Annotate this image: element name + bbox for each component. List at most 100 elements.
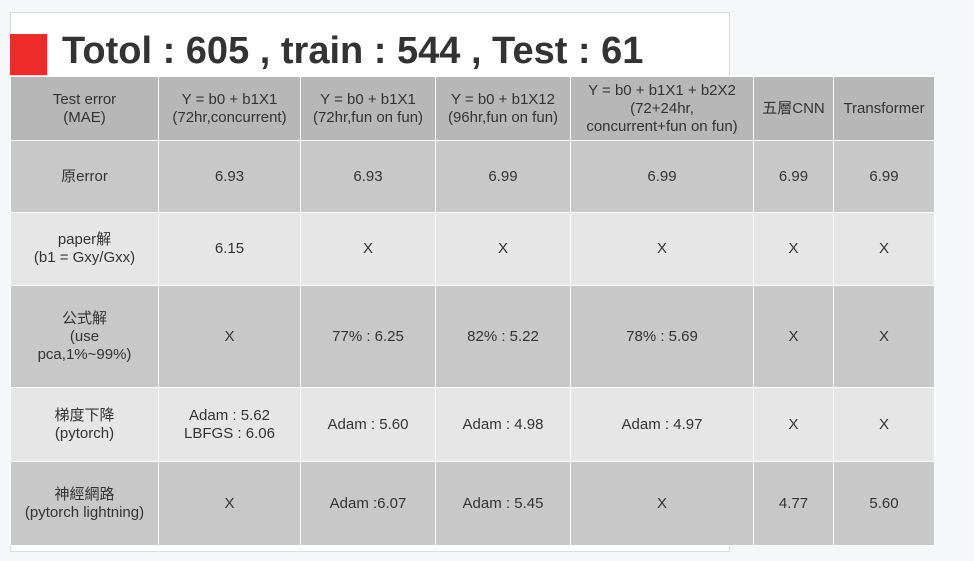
table-cell-model-72hr-concurrent: X bbox=[158, 461, 301, 546]
row-label: paper解 (b1 = Gxy/Gxx) bbox=[10, 212, 159, 286]
cell-line: 公式解 bbox=[61, 309, 107, 327]
cell-line: (72hr,fun on fun) bbox=[312, 108, 424, 126]
table-row: 原error 6.93 6.93 6.99 6.99 6.99 6.99 bbox=[10, 140, 935, 213]
cell-line: Y = b0 + b1X1 + b2X2 bbox=[588, 81, 736, 99]
cell-line: 4.77 bbox=[778, 494, 809, 512]
cell-line: X bbox=[224, 327, 235, 345]
cell-line: Test error bbox=[52, 90, 117, 108]
row-label: 公式解 (use pca,1%~99%) bbox=[10, 285, 159, 388]
cell-line: (72hr,concurrent) bbox=[172, 108, 287, 126]
table-cell-model-multi: 78% : 5.69 bbox=[570, 285, 754, 388]
cell-line: X bbox=[656, 240, 667, 257]
cell-line: 77% : 6.25 bbox=[332, 327, 404, 345]
table-cell-transformer: X bbox=[833, 285, 935, 388]
table-cell-model-96hr-fun-on-fun: Adam : 4.98 bbox=[435, 387, 571, 462]
column-header-cnn: 五層CNN bbox=[753, 76, 834, 141]
cell-line: X bbox=[656, 494, 667, 512]
table-row: 公式解 (use pca,1%~99%) X 77% : 6.25 82% : 5.22 7… bbox=[10, 285, 935, 388]
table-cell-model-96hr-fun-on-fun: X bbox=[435, 212, 571, 286]
table-cell-cnn: X bbox=[753, 387, 834, 462]
table-cell-model-72hr-fun-on-fun: Adam : 5.60 bbox=[300, 387, 436, 462]
table-row: 神經網路 (pytorch lightning) X Adam :6.07 Adam :… bbox=[10, 461, 935, 546]
page-title: Totol : 605 , train : 544 , Test : 61 bbox=[62, 30, 644, 72]
table-cell-model-72hr-concurrent: 6.93 bbox=[158, 140, 301, 213]
cell-line: 6.99 bbox=[488, 167, 518, 185]
cell-line: 6.93 bbox=[214, 167, 245, 185]
column-header-transformer: Transformer bbox=[833, 76, 935, 141]
cell-line: (MAE) bbox=[63, 108, 106, 126]
cell-line: Y = b0 + b1X12 bbox=[451, 90, 555, 108]
cell-line: X bbox=[224, 494, 235, 512]
cell-line: (pytorch lightning) bbox=[24, 503, 145, 521]
cell-line: (use bbox=[69, 327, 100, 345]
table-cell-model-72hr-fun-on-fun: X bbox=[300, 212, 436, 286]
table-cell-model-72hr-fun-on-fun: 77% : 6.25 bbox=[300, 285, 436, 388]
cell-line: 6.15 bbox=[214, 240, 245, 257]
table-cell-model-multi: X bbox=[570, 461, 754, 546]
title-marker bbox=[10, 34, 47, 75]
cell-line: X bbox=[878, 327, 889, 345]
table-row: paper解 (b1 = Gxy/Gxx) 6.15 X X X X X bbox=[10, 212, 935, 286]
table-cell-transformer: X bbox=[833, 387, 935, 462]
row-label: 神經網路 (pytorch lightning) bbox=[10, 461, 159, 546]
cell-line: X bbox=[497, 240, 508, 257]
cell-line: Y = b0 + b1X1 bbox=[181, 90, 278, 108]
cell-line: Adam : 5.45 bbox=[462, 494, 544, 512]
cell-line: 6.93 bbox=[353, 167, 383, 185]
cell-line: (96hr,fun on fun) bbox=[447, 108, 559, 126]
column-header-model-72hr-concurrent: Y = b0 + b1X1 (72hr,concurrent) bbox=[158, 76, 301, 141]
cell-line: (b1 = Gxy/Gxx) bbox=[33, 249, 136, 266]
cell-line: X bbox=[788, 415, 799, 433]
cell-line: 78% : 5.69 bbox=[626, 327, 698, 345]
cell-line: Adam : 4.97 bbox=[621, 415, 703, 433]
cell-line: Y = b0 + b1X1 bbox=[320, 90, 416, 108]
table-cell-cnn: X bbox=[753, 285, 834, 388]
cell-line: Adam : 5.60 bbox=[327, 415, 409, 433]
cell-line: X bbox=[362, 240, 373, 257]
cell-line: X bbox=[788, 240, 799, 257]
table-cell-model-multi: Adam : 4.97 bbox=[570, 387, 754, 462]
cell-line: 6.99 bbox=[869, 167, 899, 185]
cell-line: 5.60 bbox=[869, 494, 899, 512]
table-cell-model-96hr-fun-on-fun: 82% : 5.22 bbox=[435, 285, 571, 388]
cell-line: (72+24hr, bbox=[630, 99, 694, 117]
cell-line: 6.99 bbox=[647, 167, 677, 185]
table-cell-cnn: X bbox=[753, 212, 834, 286]
cell-line: X bbox=[878, 240, 889, 257]
table-cell-model-72hr-concurrent: Adam : 5.62 LBFGS : 6.06 bbox=[158, 387, 301, 462]
cell-line: Adam : 5.62 bbox=[189, 406, 270, 424]
cell-line: (pytorch) bbox=[54, 424, 115, 442]
cell-line: 82% : 5.22 bbox=[467, 327, 539, 345]
cell-line: 梯度下降 bbox=[54, 406, 115, 424]
column-header-metric: Test error (MAE) bbox=[10, 76, 159, 141]
cell-line: Adam :6.07 bbox=[329, 494, 407, 512]
table-cell-model-multi: 6.99 bbox=[570, 140, 754, 213]
table-cell-model-multi: X bbox=[570, 212, 754, 286]
table-cell-model-96hr-fun-on-fun: 6.99 bbox=[435, 140, 571, 213]
results-table: Test error (MAE) Y = b0 + b1X1 (72hr,concur… bbox=[10, 76, 935, 546]
row-label: 原error bbox=[10, 140, 159, 213]
column-header-model-72hr-fun-on-fun: Y = b0 + b1X1 (72hr,fun on fun) bbox=[300, 76, 436, 141]
table-cell-model-72hr-fun-on-fun: Adam :6.07 bbox=[300, 461, 436, 546]
cell-line: 原error bbox=[61, 167, 108, 185]
table-cell-transformer: 6.99 bbox=[833, 140, 935, 213]
cell-line: 五層CNN bbox=[762, 99, 825, 117]
table-cell-model-72hr-concurrent: X bbox=[158, 285, 301, 388]
cell-line: Adam : 4.98 bbox=[462, 415, 544, 433]
table-cell-model-96hr-fun-on-fun: Adam : 5.45 bbox=[435, 461, 571, 546]
cell-line: Transformer bbox=[843, 99, 925, 117]
cell-line: 6.99 bbox=[778, 167, 809, 185]
row-label: 梯度下降 (pytorch) bbox=[10, 387, 159, 462]
table-row: 梯度下降 (pytorch) Adam : 5.62 LBFGS : 6.06 Adam… bbox=[10, 387, 935, 462]
cell-line: pca,1%~99%) bbox=[37, 345, 132, 363]
cell-line: LBFGS : 6.06 bbox=[184, 424, 275, 442]
cell-line: X bbox=[788, 327, 799, 345]
table-cell-cnn: 6.99 bbox=[753, 140, 834, 213]
column-header-model-multi: Y = b0 + b1X1 + b2X2 (72+24hr, concurrent+… bbox=[570, 76, 754, 141]
cell-line: 神經網路 bbox=[54, 485, 115, 503]
column-header-model-96hr-fun-on-fun: Y = b0 + b1X12 (96hr,fun on fun) bbox=[435, 76, 571, 141]
cell-line: X bbox=[878, 415, 889, 433]
table-cell-transformer: 5.60 bbox=[833, 461, 935, 546]
table-cell-model-72hr-concurrent: 6.15 bbox=[158, 212, 301, 286]
cell-line: concurrent+fun on fun) bbox=[586, 117, 738, 135]
